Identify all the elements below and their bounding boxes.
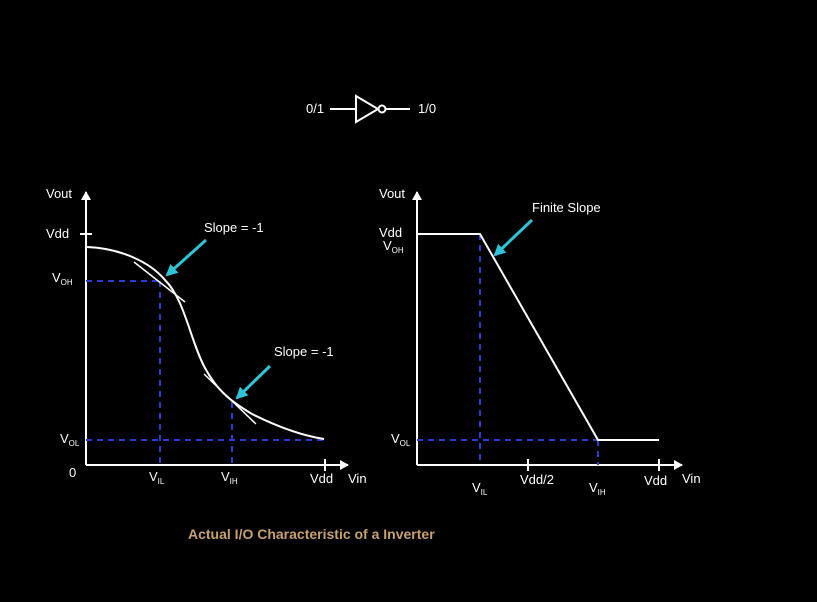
left-x-axis-label: Vin — [348, 471, 367, 486]
inverter-input-label: 0/1 — [306, 101, 324, 116]
left-vdd-label: Vdd — [46, 226, 69, 241]
right-x-axis-label: Vin — [682, 471, 701, 486]
left-slope-top-arrow — [165, 238, 208, 277]
right-voh-label: VOH — [383, 238, 404, 255]
left-plot: Vout Vdd VOH VOL 0 Slope = -1 Slope = -1… — [46, 186, 367, 486]
figure-caption: Actual I/O Characteristic of a Inverter — [188, 526, 435, 542]
left-vil-label: VIL — [149, 469, 165, 486]
right-vol-label: VOL — [391, 431, 411, 448]
right-vih-label: VIH — [589, 480, 606, 497]
right-vdd-x-label: Vdd — [644, 473, 667, 488]
right-y-axis-label: Vout — [379, 186, 405, 201]
left-slope-top-label: Slope = -1 — [204, 220, 264, 235]
left-transfer-curve — [85, 246, 325, 440]
left-y-axis-label: Vout — [46, 186, 72, 201]
right-vdd-label: Vdd — [379, 225, 402, 240]
left-slope-bottom-label: Slope = -1 — [274, 344, 334, 359]
inverter-symbol: 0/1 1/0 — [306, 94, 436, 124]
right-finite-slope-label: Finite Slope — [532, 200, 601, 215]
left-vdd-x-label: Vdd — [310, 471, 333, 486]
right-finite-slope-arrow — [493, 218, 534, 257]
left-vol-label: VOL — [60, 431, 80, 448]
right-vil-label: VIL — [472, 480, 488, 497]
left-vih-label: VIH — [221, 469, 238, 486]
left-origin-label: 0 — [69, 465, 76, 480]
right-transfer-curve — [417, 233, 659, 441]
left-tangent-bottom — [203, 373, 257, 425]
left-voh-label: VOH — [52, 270, 73, 287]
left-slope-bottom-arrow — [235, 364, 272, 400]
right-plot: Vout Vdd VOH VOL Finite Slope VIL Vdd/2 … — [379, 186, 701, 497]
right-vdd-half-label: Vdd/2 — [520, 472, 554, 487]
left-tangent-top — [133, 261, 186, 303]
inverter-output-label: 1/0 — [418, 101, 436, 116]
inverter-triangle — [355, 94, 380, 124]
inverter-bubble — [377, 104, 387, 114]
